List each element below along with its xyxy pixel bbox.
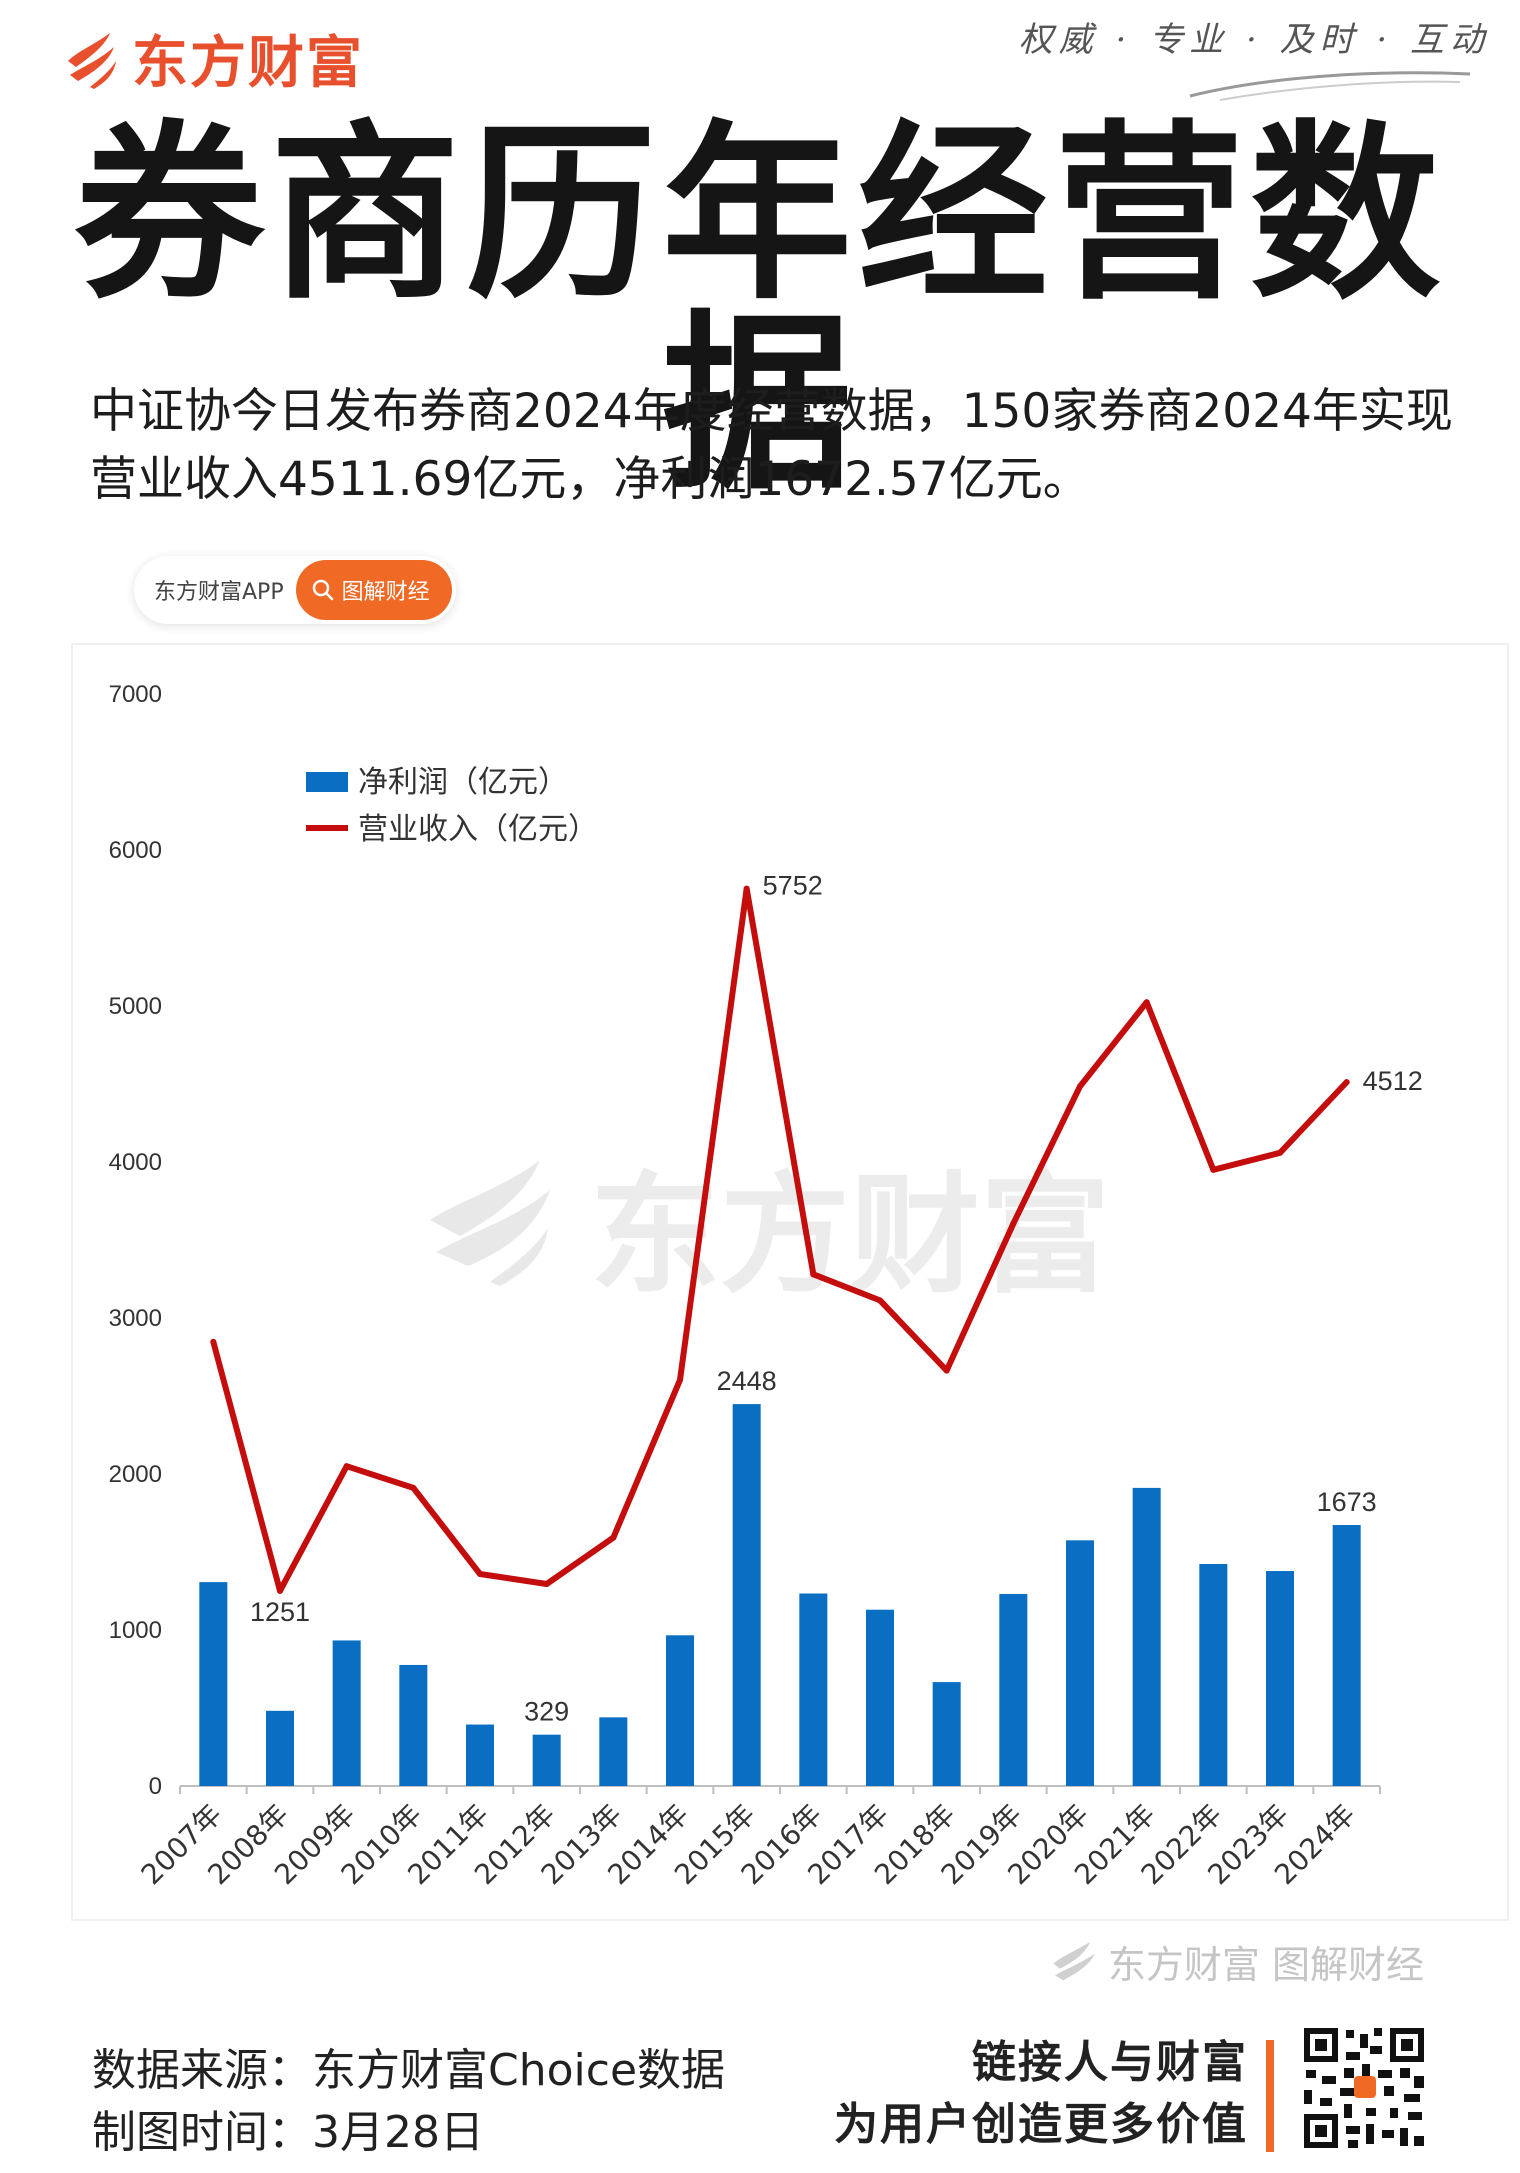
bottom-watermark-text: 东方财富 图解财经 xyxy=(1107,1943,1424,1987)
profit-bar xyxy=(266,1710,294,1786)
revenue-point xyxy=(943,1367,950,1374)
revenue-point xyxy=(810,1271,817,1278)
profit-bar xyxy=(599,1717,628,1786)
revenue-point xyxy=(543,1580,550,1587)
source-line: 数据来源：东方财富Choice数据 xyxy=(92,2045,726,2096)
slogan: 权威 · 专业 · 及时 · 互动 xyxy=(1018,20,1490,60)
data-label: 329 xyxy=(524,1697,569,1727)
chart-svg: 东方财富 010002000300040005000600070002007年2… xyxy=(71,643,1509,1921)
footer-source: 数据来源：东方财富Choice数据 制图时间：3月28日 xyxy=(92,2040,725,2164)
qr-code-icon[interactable] xyxy=(1300,2024,1428,2152)
revenue-point xyxy=(1277,1149,1283,1156)
revenue-point xyxy=(343,1463,350,1470)
pill-label: 图解财经 xyxy=(341,580,430,605)
search-icon xyxy=(312,579,333,601)
y-tick-label: 7000 xyxy=(109,681,162,708)
summary-text: 中证协今日发布券商2024年度经营数据，150家券商2024年实现营业收入451… xyxy=(90,384,1453,507)
date-line: 制图时间：3月28日 xyxy=(92,2107,484,2158)
y-tick-label: 2000 xyxy=(109,1461,162,1488)
profit-bar xyxy=(332,1640,361,1786)
revenue-point xyxy=(1077,1083,1083,1090)
profit-bar xyxy=(1266,1571,1294,1786)
profit-bar xyxy=(1132,1487,1161,1786)
page-title: 券商历年经营数据 xyxy=(73,104,1446,515)
profit-bar xyxy=(799,1593,828,1786)
y-tick-label: 4000 xyxy=(109,1149,162,1176)
revenue-point xyxy=(1343,1079,1350,1086)
profit-bar xyxy=(466,1724,494,1786)
header: 东方财富 权威 · 专业 · 及时 · 互动 xyxy=(0,0,1520,110)
profit-bar xyxy=(1199,1564,1228,1786)
flame-watermark-icon xyxy=(1053,1941,1095,1980)
revenue-point xyxy=(1143,999,1150,1006)
motto-line-2: 为用户创造更多价值 xyxy=(834,2099,1248,2150)
revenue-point xyxy=(210,1338,217,1345)
profit-bar xyxy=(199,1582,228,1786)
profit-bar xyxy=(532,1734,561,1786)
revenue-point xyxy=(410,1484,417,1491)
revenue-point xyxy=(743,885,750,892)
tag-bar: 东方财富APP 图解财经 xyxy=(134,556,456,624)
bottom-watermark: 东方财富 图解财经 xyxy=(1050,1934,1424,1989)
profit-bar xyxy=(666,1635,694,1786)
data-label: 4512 xyxy=(1363,1066,1423,1096)
flame-logo-icon xyxy=(68,32,116,89)
profit-bar xyxy=(399,1664,428,1786)
data-label: 2448 xyxy=(717,1366,777,1396)
app-label: 东方财富APP xyxy=(154,580,284,605)
brand-name: 东方财富 xyxy=(132,31,364,96)
data-label: 5752 xyxy=(763,871,823,901)
brand-logo[interactable]: 东方财富 xyxy=(60,18,364,99)
data-label: 1251 xyxy=(250,1597,310,1627)
legend-swatch-profit xyxy=(306,772,348,792)
y-tick-label: 5000 xyxy=(109,993,162,1020)
tujie-caijing-button[interactable]: 图解财经 xyxy=(295,560,452,620)
y-tick-label: 1000 xyxy=(109,1617,162,1644)
revenue-point xyxy=(1210,1166,1217,1173)
revenue-point xyxy=(877,1297,883,1304)
y-tick-label: 3000 xyxy=(109,1305,162,1332)
revenue-point xyxy=(1010,1220,1017,1227)
legend-label-profit: 净利润（亿元） xyxy=(358,765,568,800)
revenue-line xyxy=(210,885,1350,1594)
revenue-point xyxy=(477,1570,483,1577)
motto-line-1: 链接人与财富 xyxy=(972,2037,1248,2088)
profit-bar xyxy=(1066,1540,1094,1786)
legend-label-revenue: 营业收入（亿元） xyxy=(358,812,598,847)
revenue-point xyxy=(277,1587,283,1594)
footer-divider xyxy=(1266,2040,1274,2152)
swoosh-decoration-icon xyxy=(1189,71,1471,101)
y-tick-label: 6000 xyxy=(109,837,162,864)
revenue-point xyxy=(610,1534,617,1541)
footer-motto: 链接人与财富 为用户创造更多价值 xyxy=(834,2032,1248,2156)
y-tick-label: 0 xyxy=(149,1773,162,1800)
profit-bar xyxy=(1332,1525,1361,1786)
profit-bar xyxy=(732,1404,761,1786)
revenue-point xyxy=(677,1376,683,1383)
profit-bar xyxy=(866,1609,894,1786)
profit-bar xyxy=(999,1593,1028,1786)
data-label: 1673 xyxy=(1317,1487,1377,1517)
chart: 东方财富 0 1000 2000 3000 4000 5000 6000 7000 2007年 2… xyxy=(70,640,1510,1940)
profit-bar xyxy=(932,1682,961,1786)
